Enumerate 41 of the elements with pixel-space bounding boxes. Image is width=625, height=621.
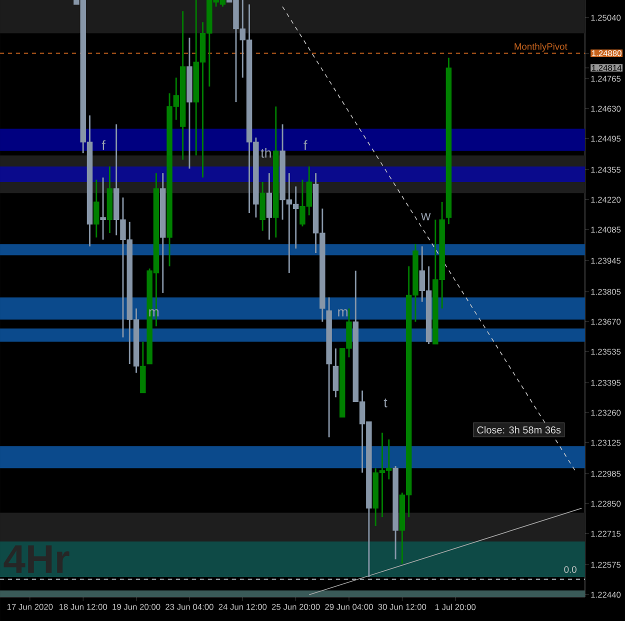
y-tick-label: 1.24220 <box>591 196 621 203</box>
y-tick-label: 1.23805 <box>591 288 621 295</box>
y-tick-label: 1.24630 <box>591 106 621 112</box>
annotation: w <box>421 213 431 220</box>
y-tick-label: 1.23260 <box>591 410 621 416</box>
x-tick-label: 25 Jun 20:00 <box>272 604 320 610</box>
x-tick-label: 18 Jun 12:00 <box>59 604 108 610</box>
y-tick-label: 1.24814 <box>592 64 622 71</box>
x-tick-label: 19 Jun 20:00 <box>112 604 160 610</box>
annotation: th <box>260 148 271 158</box>
y-tick-label: 1.24355 <box>591 166 621 173</box>
x-tick-label: 17 Jun 2020 <box>7 604 53 610</box>
y-tick-label: 1.23395 <box>591 380 621 386</box>
candlestick <box>94 179 100 238</box>
y-tick-label: 1.23670 <box>591 318 621 325</box>
y-tick-label: 1.22985 <box>591 470 621 477</box>
annotation: f <box>304 140 308 150</box>
candlestick <box>100 176 106 240</box>
y-tick-label: 1.22715 <box>591 530 621 537</box>
annotation: f <box>102 140 106 150</box>
annotation: t <box>384 398 388 408</box>
y-tick-label: 1.24495 <box>591 136 621 142</box>
annotation: m <box>338 309 348 316</box>
y-tick-label: 1.24880 <box>592 50 622 56</box>
y-tick-label: 1.22850 <box>591 500 621 507</box>
y-tick-label: 1.24085 <box>591 226 621 233</box>
y-tick-label: 1.23125 <box>591 440 621 446</box>
annotation: Close: 3h 58m 36s <box>477 426 561 434</box>
x-tick-label: 23 Jun 04:00 <box>166 604 214 610</box>
y-tick-label: 1.24765 <box>591 76 621 82</box>
x-tick-label: 24 Jun 12:00 <box>218 604 267 610</box>
x-tick-label: 29 Jun 04:00 <box>325 604 373 610</box>
x-tick-label: 1 Jul 20:00 <box>435 604 476 610</box>
ref-line-label: MonthlyPivot <box>514 42 568 52</box>
y-tick-label: 1.25040 <box>591 14 621 21</box>
y-tick-label: 1.22575 <box>591 562 621 568</box>
x-tick-label: 30 Jun 12:00 <box>378 604 426 610</box>
annotation: 0.0 <box>564 566 576 573</box>
y-tick-label: 1.23945 <box>591 258 621 264</box>
y-tick-label: 1.22440 <box>591 592 621 598</box>
y-tick-label: 1.23535 <box>591 348 621 355</box>
